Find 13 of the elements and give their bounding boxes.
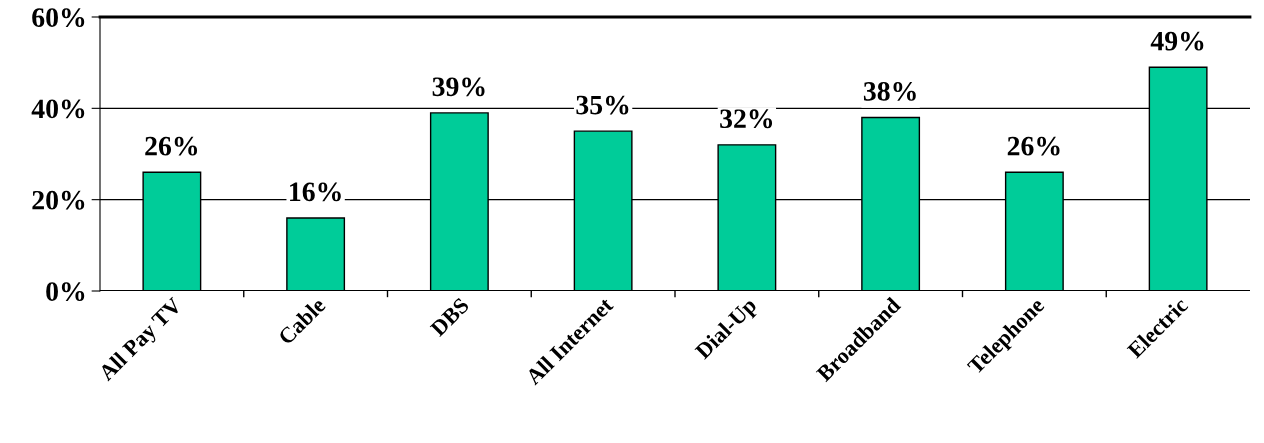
data-label: 49% bbox=[1150, 31, 1204, 51]
data-label: 26% bbox=[1007, 136, 1060, 156]
x-tick-label: All Pay TV bbox=[97, 296, 186, 385]
y-tick-label: 0% bbox=[46, 282, 85, 301]
data-label: 26% bbox=[145, 136, 198, 156]
y-tick-label: 40% bbox=[31, 99, 85, 119]
data-label: 38% bbox=[863, 81, 916, 101]
y-tick-label: 60% bbox=[32, 8, 85, 27]
data-label: 35% bbox=[576, 95, 629, 115]
data-label: 16% bbox=[290, 182, 341, 202]
data-label: 39% bbox=[432, 77, 485, 97]
data-label: 32% bbox=[720, 109, 773, 129]
y-tick-label: 20% bbox=[32, 190, 85, 210]
